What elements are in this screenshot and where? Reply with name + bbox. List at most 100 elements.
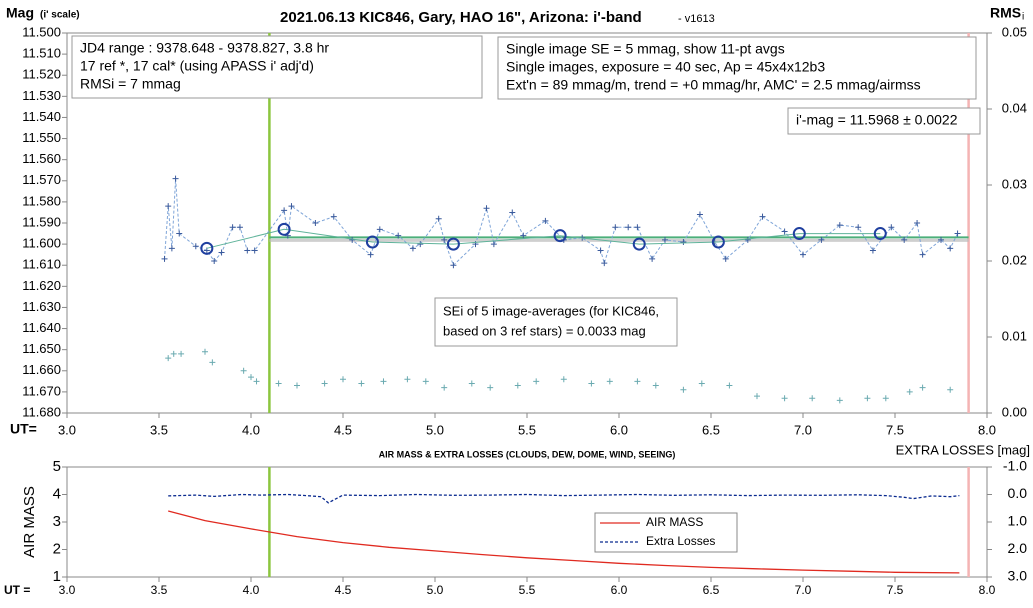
x-tick-label: 6.5 — [702, 422, 720, 437]
x-tick-label: 4.0 — [243, 583, 260, 597]
data-point — [450, 262, 457, 269]
average-point — [792, 227, 806, 241]
data-point — [744, 236, 751, 243]
data-point — [625, 224, 632, 231]
average-point — [200, 241, 214, 255]
y-tick-label: 3 — [53, 513, 61, 530]
y-tick-label: 5 — [53, 458, 61, 475]
x-tick-label: 3.5 — [150, 422, 168, 437]
x-tick-label: 4.0 — [242, 422, 260, 437]
x-tick-label: 4.5 — [335, 583, 352, 597]
y-tick-label: 11.610 — [22, 257, 61, 272]
y2-tick-label: 1.0 — [1008, 513, 1028, 529]
data-point — [441, 384, 448, 391]
data-point — [680, 386, 687, 393]
x-axis-label: UT= — [10, 421, 37, 437]
data-point — [376, 226, 383, 233]
chart-subtitle: - v1613 — [678, 13, 715, 25]
average-point — [553, 229, 567, 243]
data-point — [781, 228, 788, 235]
data-point — [240, 367, 247, 374]
data-point — [229, 224, 236, 231]
x-tick-label: 5.0 — [427, 583, 444, 597]
data-point — [954, 230, 961, 237]
legend-label: AIR MASS — [646, 515, 703, 529]
data-point — [321, 380, 328, 387]
data-point — [404, 376, 411, 383]
y-tick-label: 11.500 — [22, 24, 61, 39]
x-tick-label: 5.5 — [518, 422, 536, 437]
data-point — [818, 236, 825, 243]
data-point — [906, 388, 913, 395]
annotation-box — [71, 35, 483, 99]
data-point — [218, 249, 225, 256]
x-tick-label: 3.5 — [151, 583, 168, 597]
x-tick-label: 8.0 — [978, 422, 996, 437]
y-tick-label: 11.680 — [22, 404, 61, 419]
data-point — [754, 393, 760, 400]
data-point — [253, 378, 260, 385]
plot-area — [66, 466, 988, 578]
data-point — [483, 205, 490, 212]
y-axis-label: AIR MASS — [21, 486, 38, 558]
average-point — [632, 237, 646, 251]
data-point — [759, 213, 766, 220]
data-point — [533, 378, 540, 385]
data-point — [435, 215, 442, 222]
x-tick-label: 5.0 — [426, 422, 444, 437]
series-line — [206, 228, 881, 249]
y2-tick-label: 0.00 — [1002, 404, 1027, 419]
annotation-text: SEi of 5 image-averages (for KIC846, — [443, 303, 659, 318]
y-tick-label: 11.530 — [22, 88, 61, 103]
data-point — [520, 232, 527, 239]
y2-axis-label: RMS — [990, 5, 1021, 21]
data-point — [349, 236, 356, 243]
legend-label: Extra Losses — [646, 534, 715, 548]
y-tick-label: 11.560 — [22, 151, 61, 166]
x-tick-label: 3.0 — [58, 422, 76, 437]
data-point — [514, 382, 521, 389]
data-point — [698, 380, 705, 387]
annotation-box — [497, 36, 977, 100]
data-point — [192, 243, 199, 250]
data-point — [441, 236, 448, 243]
data-point — [601, 260, 608, 267]
y2-tick-label: 0.0 — [1008, 485, 1028, 501]
data-point — [836, 397, 843, 404]
data-point — [275, 380, 282, 387]
data-point — [588, 380, 595, 387]
data-point — [680, 239, 687, 245]
x-tick-label: 7.5 — [887, 583, 904, 597]
data-point — [294, 382, 300, 389]
data-point — [919, 384, 926, 391]
data-point — [176, 230, 183, 237]
data-point — [165, 203, 172, 210]
data-point — [251, 247, 258, 254]
data-point — [395, 232, 402, 239]
data-point — [919, 251, 926, 258]
data-point — [409, 245, 416, 252]
data-point — [634, 378, 641, 385]
legend — [594, 512, 738, 553]
y-axis-label: Mag — [6, 5, 34, 21]
y-tick-label: 11.630 — [22, 299, 61, 314]
x-tick-label: 6.0 — [610, 422, 628, 437]
average-point — [873, 227, 887, 241]
annotation-text: Single image SE = 5 mmag, show 11-pt avg… — [506, 41, 785, 57]
data-point — [165, 355, 172, 362]
y-tick-label: 4 — [53, 485, 61, 502]
data-point — [236, 224, 243, 231]
data-point — [178, 350, 185, 357]
y-tick-label: 11.540 — [22, 109, 61, 124]
data-point — [487, 384, 494, 391]
data-point — [855, 224, 862, 231]
data-point — [211, 258, 218, 264]
x-tick-label: 7.0 — [794, 422, 812, 437]
y-tick-label: 11.580 — [22, 193, 61, 208]
y-tick-label: 11.570 — [22, 172, 61, 187]
data-point — [542, 217, 549, 224]
data-point — [358, 380, 365, 387]
y2-axis-label-sub: i — [1022, 12, 1024, 23]
x-tick-label: 4.5 — [334, 422, 352, 437]
data-point — [836, 222, 843, 229]
